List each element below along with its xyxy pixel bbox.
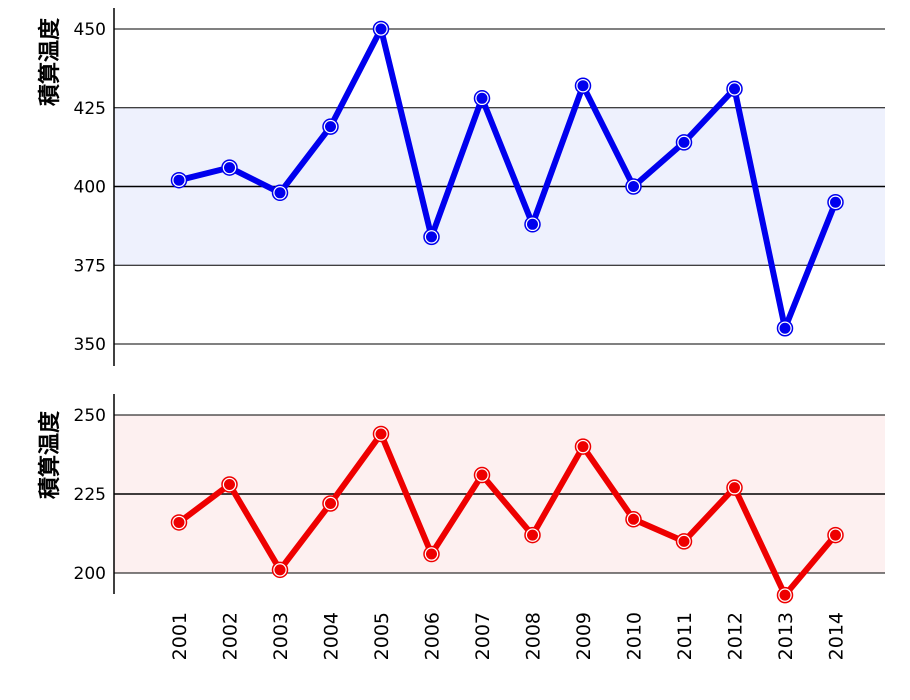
x-tick-2011: 2011 [674, 612, 696, 660]
x-tick-2006: 2006 [422, 612, 444, 660]
upper-y-tick-450: 450 [74, 20, 106, 40]
upper-y-tick-400: 400 [74, 178, 106, 198]
lower-y-tick-200: 200 [74, 564, 106, 584]
x-tick-2001: 2001 [169, 612, 191, 660]
x-tick-2009: 2009 [573, 612, 595, 660]
lower-point-2001 [170, 514, 188, 531]
lower-point-2014 [827, 526, 844, 544]
lower-y-axis-title: 積算温度 [37, 410, 63, 499]
lower-point-2006 [423, 545, 440, 563]
x-tick-2010: 2010 [624, 612, 646, 660]
upper-panel: 350 375 400 425 450 積算温度 [37, 8, 885, 366]
upper-point-2006 [423, 228, 440, 246]
lower-point-2012 [726, 479, 743, 496]
upper-point-2001 [170, 171, 188, 189]
upper-point-2014 [827, 194, 844, 211]
upper-point-2010 [625, 178, 642, 195]
upper-point-2013 [776, 320, 794, 337]
lower-y-tick-250: 250 [74, 406, 106, 426]
x-tick-2012: 2012 [725, 612, 747, 660]
x-tick-2004: 2004 [321, 612, 343, 660]
upper-series-line [178, 26, 839, 332]
upper-point-2011 [675, 134, 693, 151]
upper-point-2009 [574, 77, 592, 94]
lower-point-2007 [473, 466, 491, 484]
x-tick-2008: 2008 [523, 612, 545, 660]
lower-series-line [177, 430, 838, 599]
x-axis: 2001 2002 2003 2004 2005 2006 2007 2008 2009 2010… [169, 612, 848, 660]
lower-point-2011 [675, 533, 693, 550]
upper-y-tick-425: 425 [74, 99, 106, 119]
x-tick-2005: 2005 [371, 612, 393, 660]
lower-point-2013 [776, 586, 794, 604]
x-tick-2013: 2013 [775, 612, 797, 660]
upper-y-tick-375: 375 [74, 256, 106, 276]
x-tick-2007: 2007 [472, 612, 494, 660]
lower-point-2009 [574, 438, 592, 455]
upper-point-2012 [726, 80, 743, 98]
upper-point-2003 [271, 184, 289, 202]
lower-point-2010 [625, 511, 642, 528]
upper-point-2004 [322, 118, 339, 135]
lower-point-2002 [221, 476, 238, 493]
upper-y-axis-title: 積算温度 [37, 17, 63, 106]
x-tick-2014: 2014 [826, 612, 848, 660]
x-tick-2003: 2003 [270, 612, 292, 660]
upper-y-tick-350: 350 [74, 335, 106, 355]
lower-panel: 200 225 250 積算温度 [37, 394, 885, 604]
lower-point-2005 [372, 425, 390, 443]
upper-point-2008 [524, 216, 541, 233]
x-tick-2002: 2002 [220, 612, 242, 660]
lower-point-2003 [271, 561, 289, 579]
lower-point-2008 [524, 526, 541, 544]
upper-point-2005 [372, 20, 390, 38]
upper-point-2007 [473, 90, 491, 107]
lower-point-2004 [322, 495, 339, 512]
upper-point-2002 [221, 159, 238, 176]
lower-y-tick-225: 225 [74, 485, 106, 505]
